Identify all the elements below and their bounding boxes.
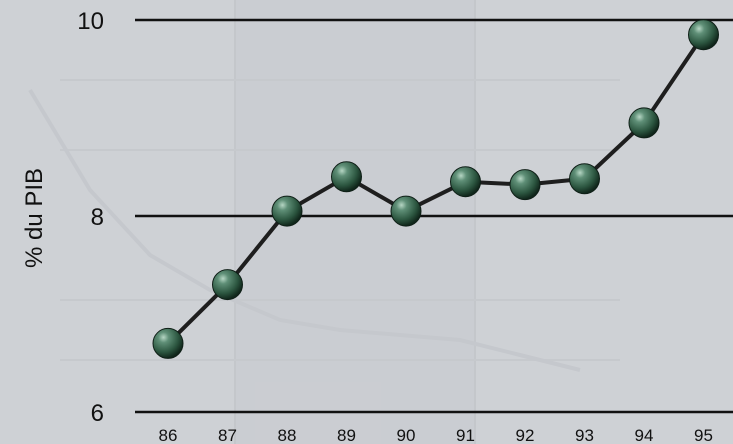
data-point-95 (688, 19, 719, 51)
y-tick-label: 6 (91, 400, 104, 427)
x-tick-label: 91 (456, 426, 475, 444)
x-tick-label: 95 (694, 426, 713, 444)
data-point-87 (212, 269, 243, 301)
x-tick-label: 90 (397, 426, 416, 444)
x-tick-label: 89 (337, 426, 356, 444)
x-tick-label: 86 (159, 426, 178, 444)
y-axis-label: % du PIB (21, 168, 48, 268)
data-point-86 (152, 327, 184, 359)
x-tick-label: 94 (635, 426, 654, 444)
x-tick-label: 92 (516, 426, 535, 444)
y-tick-label: 8 (91, 204, 104, 231)
data-point-90 (390, 195, 422, 227)
x-tick-label: 87 (218, 426, 237, 444)
x-tick-label: 93 (575, 426, 594, 444)
data-point-92 (509, 169, 541, 201)
data-point-91 (450, 166, 481, 198)
y-tick-label: 10 (77, 8, 104, 35)
data-point-94 (628, 107, 660, 139)
data-point-89 (331, 161, 362, 193)
x-tick-label: 88 (278, 426, 297, 444)
series-line (166, 33, 706, 345)
data-point-93 (569, 163, 600, 195)
background-watermark (28, 0, 620, 444)
data-point-88 (271, 195, 303, 227)
